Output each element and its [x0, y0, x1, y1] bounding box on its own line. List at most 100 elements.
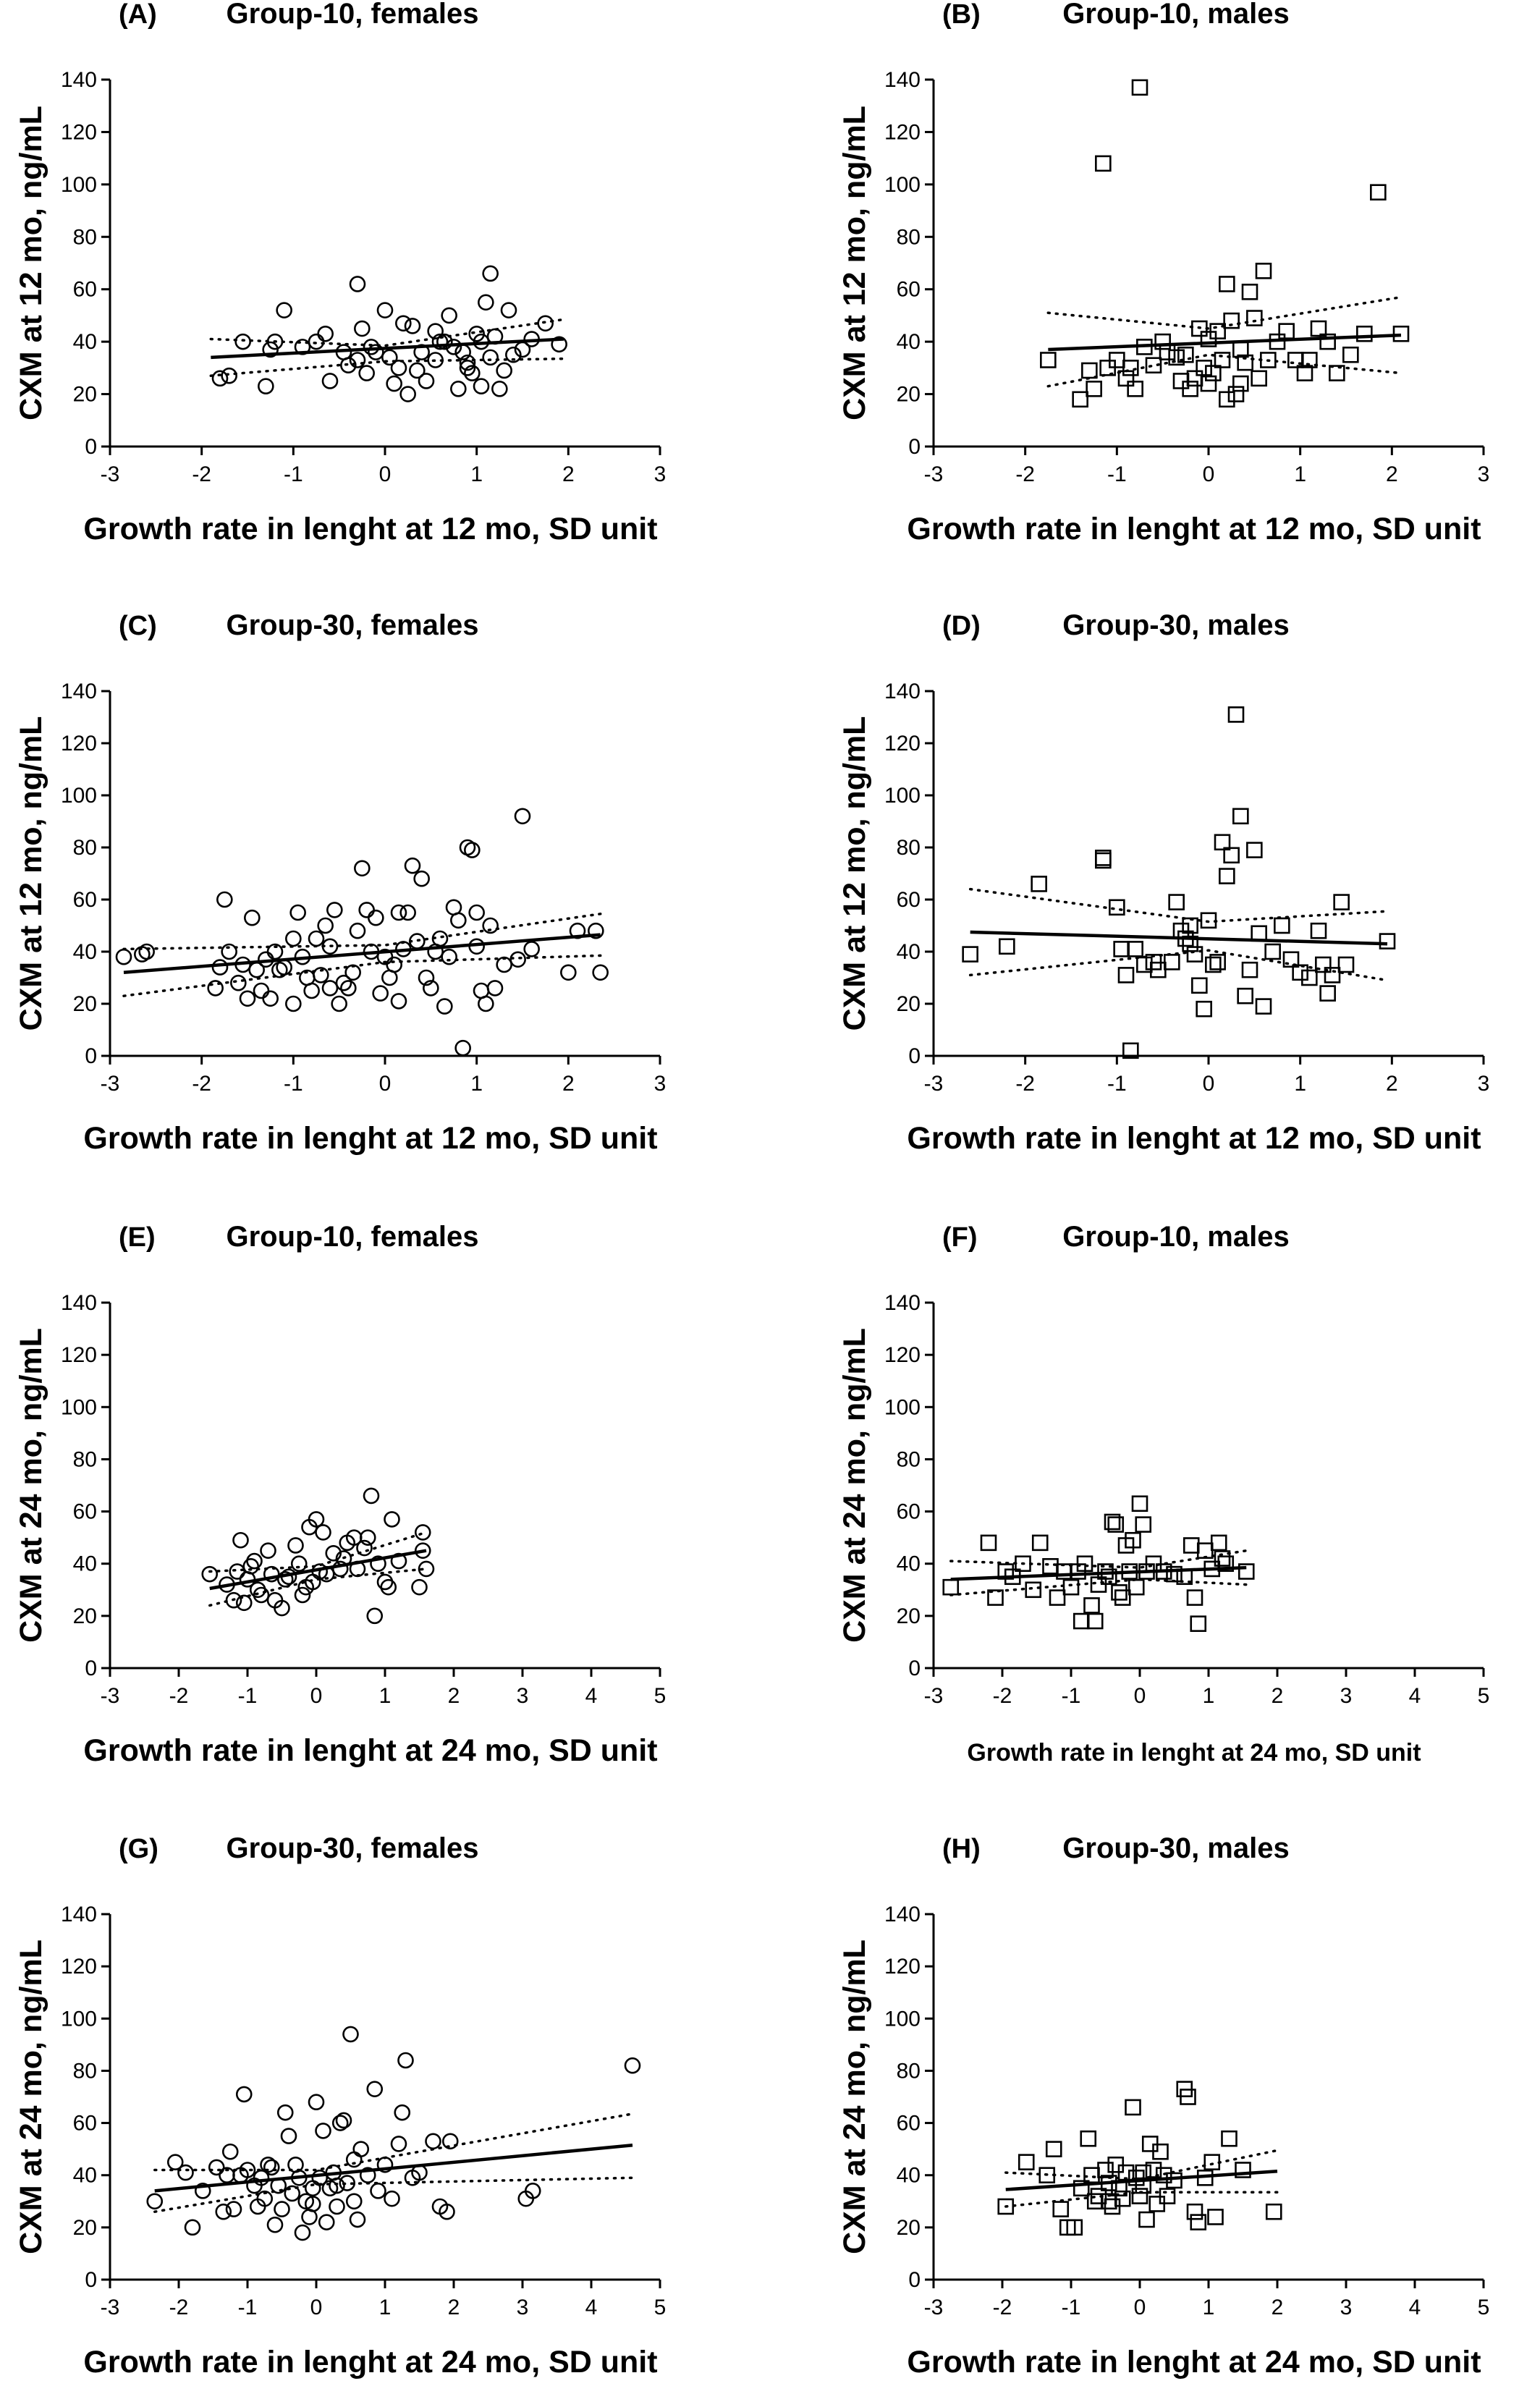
x-tick-label: 2 [1386, 1072, 1398, 1096]
x-tick-label: 0 [1203, 1072, 1215, 1096]
panel-label: (H) [942, 1834, 981, 1864]
y-tick-label: 40 [897, 1552, 921, 1576]
data-point [450, 912, 467, 929]
data-point [344, 964, 361, 981]
ci-lower-line [1004, 2191, 1279, 2208]
data-point [395, 315, 412, 332]
data-point [235, 1594, 253, 1612]
x-tick-label: -2 [169, 1684, 189, 1708]
data-point [1278, 323, 1295, 339]
data-point [276, 959, 292, 976]
y-tick-label: 20 [73, 2216, 97, 2240]
y-tick-label: 140 [884, 68, 921, 92]
y-tick-label: 0 [908, 435, 921, 459]
y-tick-label: 40 [73, 1552, 97, 1576]
data-point [425, 2133, 441, 2150]
data-point [166, 2154, 184, 2170]
regression-line [1048, 333, 1402, 352]
data-point [1214, 834, 1231, 851]
data-point [138, 943, 155, 960]
x-tick-label: 1 [470, 1072, 483, 1096]
data-point [1180, 2089, 1196, 2105]
data-point [308, 930, 325, 947]
regression-line [1005, 2170, 1278, 2191]
data-point [1319, 985, 1336, 1002]
data-point [454, 1039, 471, 1057]
data-point [280, 2128, 297, 2144]
panel-title: Group-30, males [1062, 1832, 1289, 1864]
panel-title: Group-30, females [226, 1832, 478, 1864]
data-point [1062, 1578, 1080, 1596]
y-tick-label: 40 [897, 940, 921, 964]
data-point [1109, 899, 1125, 916]
data-point [266, 333, 284, 350]
data-point [411, 1578, 428, 1596]
data-point [211, 959, 229, 976]
data-point [1135, 1516, 1152, 1533]
data-point [1342, 346, 1359, 363]
data-point [1292, 964, 1308, 981]
x-axis-label: Growth rate in lenght at 12 mo, SD unit [907, 512, 1481, 546]
data-point [246, 1552, 263, 1570]
data-point [1152, 2143, 1169, 2160]
data-point [349, 276, 366, 292]
x-tick-label: 2 [448, 2296, 460, 2319]
panel-e: 0 20 40 60 80 100 120 140 -3 -2 -1 0 1 2 3 4 5 (E) Group-1… [14, 1221, 666, 1768]
x-tick-label: 4 [1409, 1684, 1421, 1708]
x-tick-label: 0 [379, 462, 392, 486]
y-tick-label: 0 [85, 2268, 97, 2292]
data-point [1333, 894, 1350, 910]
data-point [284, 2185, 301, 2202]
y-tick-label: 80 [73, 1447, 97, 1471]
data-point [359, 1529, 376, 1546]
data-point [450, 381, 467, 397]
x-tick-label: -2 [192, 462, 211, 486]
data-point [441, 948, 457, 965]
panel-h: 0 20 40 60 80 100 120 140 -3 -2 -1 0 1 2 3 4 5 (H) Group-3… [837, 1832, 1489, 2379]
data-point [1083, 1597, 1100, 1614]
x-tick-label: -2 [169, 2296, 189, 2319]
data-point [1190, 2214, 1207, 2230]
data-point [1246, 842, 1263, 858]
y-tick-label: 80 [897, 225, 921, 249]
data-point [308, 1511, 325, 1528]
data-point [390, 993, 407, 1010]
data-point [315, 1524, 331, 1541]
y-tick-label: 80 [73, 2059, 97, 2083]
data-point [1274, 917, 1290, 934]
data-point [1221, 2130, 1238, 2147]
data-point [345, 2193, 363, 2210]
data-point [1049, 1589, 1066, 1606]
panel-label: (E) [119, 1222, 156, 1253]
data-point [352, 2141, 370, 2157]
data-point [1319, 333, 1336, 350]
data-point [1232, 808, 1249, 825]
ci-upper-line [968, 887, 1389, 923]
y-tick-label: 80 [897, 836, 921, 860]
data-point [1066, 2219, 1083, 2236]
data-point [413, 870, 430, 887]
data-point [588, 922, 604, 939]
data-point [276, 1571, 294, 1588]
data-point [1100, 1568, 1117, 1586]
data-point [221, 2143, 239, 2160]
y-axis-label: CXM at 24 mo, ng/mL [14, 1328, 48, 1643]
data-point [1210, 1534, 1227, 1552]
data-point [624, 2057, 641, 2074]
data-point [496, 362, 512, 379]
y-tick-label: 80 [73, 225, 97, 249]
x-axis-label: Growth rate in lenght at 24 mo, SD unit [83, 1733, 657, 1768]
x-tick-label: 3 [654, 462, 667, 486]
data-point [184, 2219, 201, 2236]
data-point [1255, 263, 1272, 279]
data-point [1080, 2130, 1097, 2147]
x-tick-label: -1 [1062, 2296, 1081, 2319]
y-tick-label: 20 [73, 383, 97, 407]
data-point [230, 974, 247, 991]
data-point [325, 1544, 342, 1562]
x-tick-label: 1 [1203, 1684, 1215, 1708]
data-point [464, 365, 481, 381]
panel-title: Group-10, males [1062, 0, 1289, 30]
panel-d: 0 20 40 60 80 100 120 140 -3 -2 -1 0 1 2 3 (D) Group-30,… [837, 609, 1489, 1156]
y-tick-label: 80 [73, 836, 97, 860]
